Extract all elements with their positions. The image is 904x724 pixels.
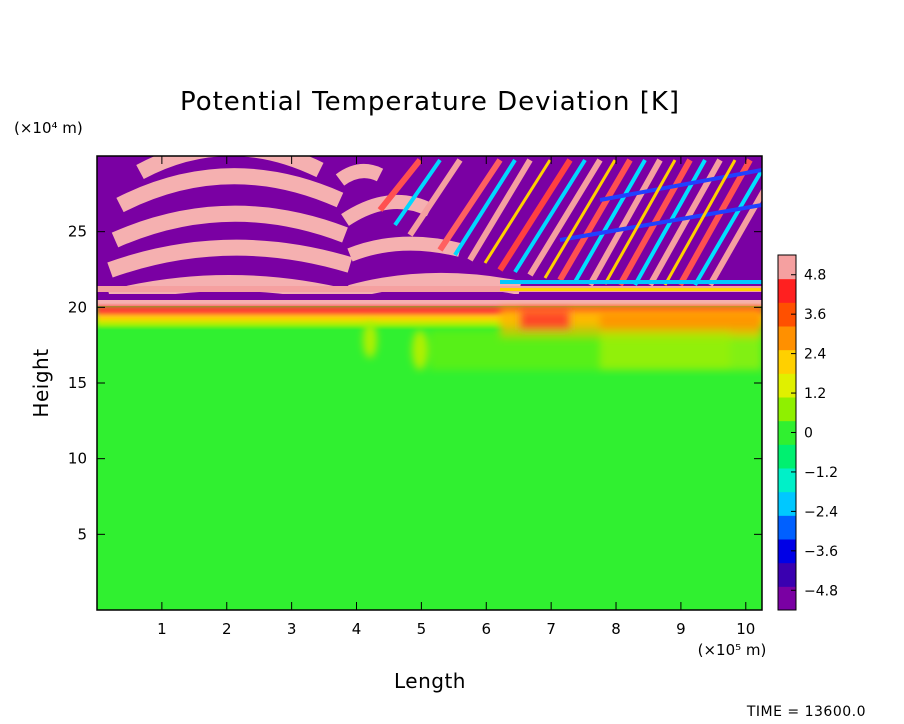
- colorbar-tick-label: 2.4: [804, 347, 826, 363]
- y-tick-label: 5: [77, 525, 87, 543]
- x-tick-label: 4: [352, 620, 362, 638]
- colorbar-segment: [778, 349, 796, 374]
- warm-band: [97, 306, 762, 327]
- colorbar: 4.8 3.6 2.4 1.2 0 −1.2 −2.4 −3.6 −4.8: [777, 254, 838, 611]
- y-tick-label: 15: [68, 374, 87, 392]
- x-tick-label: 3: [287, 620, 297, 638]
- x-axis-label: Length: [394, 669, 466, 693]
- chart-title: Potential Temperature Deviation [K]: [180, 87, 680, 117]
- x-tick-label: 5: [417, 620, 427, 638]
- colorbar-segment: [778, 444, 796, 469]
- x-axis: 1 2 3 4 5 6 7 8 9 10: [157, 156, 755, 638]
- y-unit-label: (×10⁴ m): [14, 119, 83, 137]
- colorbar-segment: [778, 397, 796, 422]
- x-tick-label: 2: [222, 620, 232, 638]
- colorbar-segment: [778, 373, 796, 398]
- x-tick-label: 1: [157, 620, 167, 638]
- wave-region: [97, 156, 762, 306]
- x-tick-label: 7: [546, 620, 556, 638]
- x-tick-label: 9: [676, 620, 686, 638]
- colorbar-tick-label: 4.8: [804, 268, 826, 284]
- x-unit-label: (×10⁵ m): [698, 641, 767, 659]
- colorbar-tick-label: 3.6: [804, 307, 826, 323]
- heatmap-field: [97, 156, 762, 610]
- colorbar-segment: [778, 468, 796, 493]
- plume-region: [363, 308, 762, 370]
- colorbar-segment: [778, 326, 796, 351]
- colorbar-segment: [778, 586, 796, 611]
- y-axis: 5 10 15 20 25: [68, 223, 762, 543]
- colorbar-tick-label: 0: [804, 426, 813, 442]
- time-annotation: TIME = 13600.0: [746, 704, 866, 720]
- y-tick-label: 10: [68, 450, 87, 468]
- colorbar-segment: [778, 539, 796, 564]
- y-tick-label: 20: [68, 298, 87, 316]
- colorbar-segment: [778, 562, 796, 587]
- x-tick-label: 10: [736, 620, 755, 638]
- colorbar-tick-label: −2.4: [804, 504, 838, 520]
- y-tick-label: 25: [68, 223, 87, 241]
- colorbar-tick-label: 1.2: [804, 386, 826, 402]
- colorbar-tick-label: −4.8: [804, 583, 838, 599]
- colorbar-segment: [778, 255, 796, 280]
- colorbar-segment: [778, 278, 796, 303]
- colorbar-segment: [778, 420, 796, 445]
- colorbar-tick-label: −1.2: [804, 465, 838, 481]
- colorbar-tick-label: −3.6: [804, 544, 838, 560]
- colorbar-segment: [778, 491, 796, 516]
- x-tick-label: 8: [611, 620, 621, 638]
- colorbar-segment: [778, 302, 796, 327]
- colorbar-segment: [778, 515, 796, 540]
- y-axis-label: Height: [29, 348, 53, 417]
- x-tick-label: 6: [481, 620, 491, 638]
